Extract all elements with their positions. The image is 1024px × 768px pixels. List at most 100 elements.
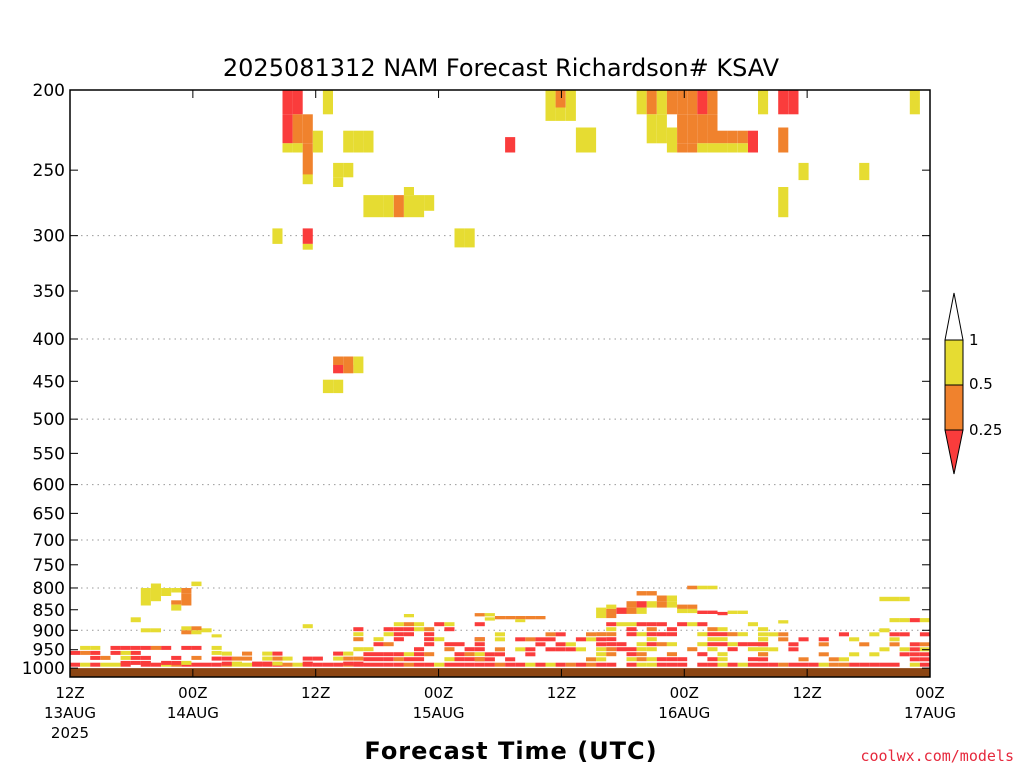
data-cell xyxy=(596,642,607,647)
data-cell xyxy=(758,642,769,647)
data-cell xyxy=(656,642,667,647)
data-cell xyxy=(140,596,151,606)
data-cell xyxy=(747,130,758,153)
data-cell xyxy=(333,365,344,374)
data-cell xyxy=(677,143,688,153)
data-cell xyxy=(697,90,708,115)
data-cell xyxy=(464,652,475,657)
data-cell xyxy=(120,660,131,665)
data-cell xyxy=(646,627,657,632)
data-cell xyxy=(586,127,597,153)
data-cell xyxy=(717,611,728,616)
data-cell xyxy=(646,642,657,647)
data-cell xyxy=(687,608,698,614)
data-cell xyxy=(606,604,617,609)
data-cell xyxy=(393,637,404,642)
data-cell xyxy=(150,662,161,667)
data-cell xyxy=(555,90,566,108)
data-cell xyxy=(869,632,880,637)
data-cell xyxy=(909,657,920,662)
data-cell xyxy=(565,107,576,121)
data-cell xyxy=(130,660,141,665)
data-cell xyxy=(636,652,647,657)
x-axis-ticks: 12Z 13AUG 2025 00Z 14AUG 12Z 00Z 15AUG 12Z 00Z 16A… xyxy=(44,90,956,742)
data-cell xyxy=(758,657,769,662)
data-cell xyxy=(403,652,414,657)
data-cell xyxy=(130,645,141,650)
data-cell xyxy=(626,652,637,657)
data-cell xyxy=(666,642,677,647)
data-cell xyxy=(596,607,607,619)
data-cell xyxy=(737,662,748,667)
data-cell xyxy=(434,637,445,642)
y-tick-label: 650 xyxy=(33,504,65,524)
data-cell xyxy=(646,601,657,608)
data-cell xyxy=(666,662,677,667)
legend-label: 0.5 xyxy=(969,375,993,393)
gridlines xyxy=(70,235,930,631)
data-cell xyxy=(282,662,293,667)
data-cell xyxy=(697,662,708,667)
data-cell xyxy=(525,652,536,657)
data-cell xyxy=(373,642,384,647)
y-tick-label: 550 xyxy=(33,444,65,464)
data-cell xyxy=(282,143,293,153)
x-tick-label: 00Z xyxy=(178,684,207,702)
data-cell xyxy=(717,130,728,144)
data-cell xyxy=(403,614,414,618)
data-cell xyxy=(606,632,617,637)
data-cell xyxy=(191,630,202,635)
data-cell xyxy=(636,607,647,614)
data-cell xyxy=(505,657,516,662)
data-cell xyxy=(636,622,647,627)
data-cell xyxy=(575,662,586,667)
data-cell xyxy=(656,632,667,637)
data-cell xyxy=(424,632,435,637)
data-cell xyxy=(525,637,536,642)
data-cell xyxy=(171,588,182,593)
x-tick-label: 2025 xyxy=(51,724,89,742)
data-cell xyxy=(677,114,688,144)
data-cell xyxy=(515,647,526,652)
data-cell xyxy=(414,662,425,667)
data-cell xyxy=(545,637,556,642)
data-cell xyxy=(474,647,485,652)
data-cell xyxy=(747,622,758,627)
data-cell xyxy=(474,637,485,642)
data-cell xyxy=(100,662,111,667)
data-cell xyxy=(707,585,718,590)
data-cell xyxy=(474,662,485,667)
data-cell xyxy=(707,662,718,667)
data-cell xyxy=(737,632,748,637)
data-cell xyxy=(403,662,414,667)
data-cell xyxy=(494,637,505,642)
data-cell xyxy=(343,661,354,666)
data-cell xyxy=(282,656,293,661)
data-cell xyxy=(494,652,505,657)
x-tick-label: 14AUG xyxy=(167,704,219,722)
data-cell xyxy=(565,642,576,647)
data-cell xyxy=(403,657,414,662)
data-cell xyxy=(717,143,728,153)
data-cell xyxy=(272,228,283,244)
data-cell xyxy=(636,662,647,667)
data-cell xyxy=(191,626,202,631)
data-cell xyxy=(373,657,384,662)
data-cell xyxy=(444,647,455,652)
data-cell xyxy=(646,632,657,637)
data-cell xyxy=(818,637,829,642)
data-cell xyxy=(687,647,698,652)
data-cell xyxy=(231,656,242,661)
data-cell xyxy=(302,656,313,661)
data-cell xyxy=(393,632,404,637)
data-cell xyxy=(211,645,222,650)
data-cell xyxy=(191,581,202,587)
data-cell xyxy=(505,137,516,153)
data-cell xyxy=(393,652,404,657)
data-cell xyxy=(859,662,870,667)
data-cell xyxy=(221,661,232,666)
data-cell xyxy=(606,608,617,619)
data-cell xyxy=(353,130,364,153)
data-cell xyxy=(636,642,647,647)
data-cell xyxy=(656,595,667,602)
